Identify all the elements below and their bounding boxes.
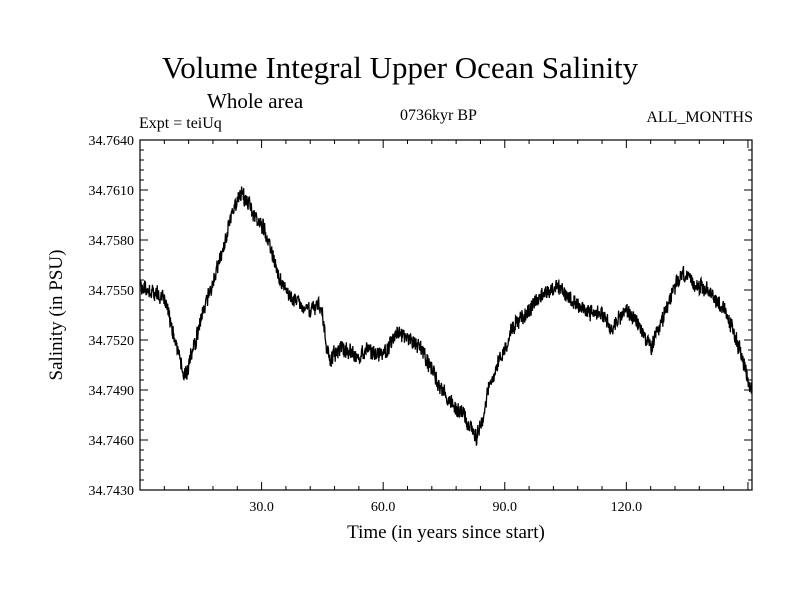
y-tick-label: 34.7430 <box>89 484 135 499</box>
experiment-label: Expt = teiUq <box>139 115 222 132</box>
y-axis-label: Salinity (in PSU) <box>46 250 67 381</box>
chart-subtitle: Whole area <box>207 89 304 113</box>
y-tick-label: 34.7580 <box>89 234 135 249</box>
y-tick-label: 34.7490 <box>89 384 135 399</box>
x-tick-label: 90.0 <box>493 500 518 515</box>
series-line-salinity <box>139 186 753 446</box>
x-tick-label: 60.0 <box>371 500 396 515</box>
y-tick-label: 34.7550 <box>89 284 135 299</box>
y-tick-label: 34.7460 <box>89 434 135 449</box>
y-tick-label: 34.7640 <box>89 134 135 149</box>
months-label: ALL_MONTHS <box>646 109 753 126</box>
plot-frame <box>139 139 753 491</box>
x-tick-label: 30.0 <box>249 500 274 515</box>
y-tick-label: 34.7520 <box>89 334 135 349</box>
chart-title: Volume Integral Upper Ocean Salinity <box>161 50 639 85</box>
y-tick-label: 34.7610 <box>89 184 135 199</box>
period-label: 0736kyr BP <box>400 107 477 124</box>
x-tick-label: 120.0 <box>611 500 643 515</box>
x-axis-label: Time (in years since start) <box>347 522 545 543</box>
